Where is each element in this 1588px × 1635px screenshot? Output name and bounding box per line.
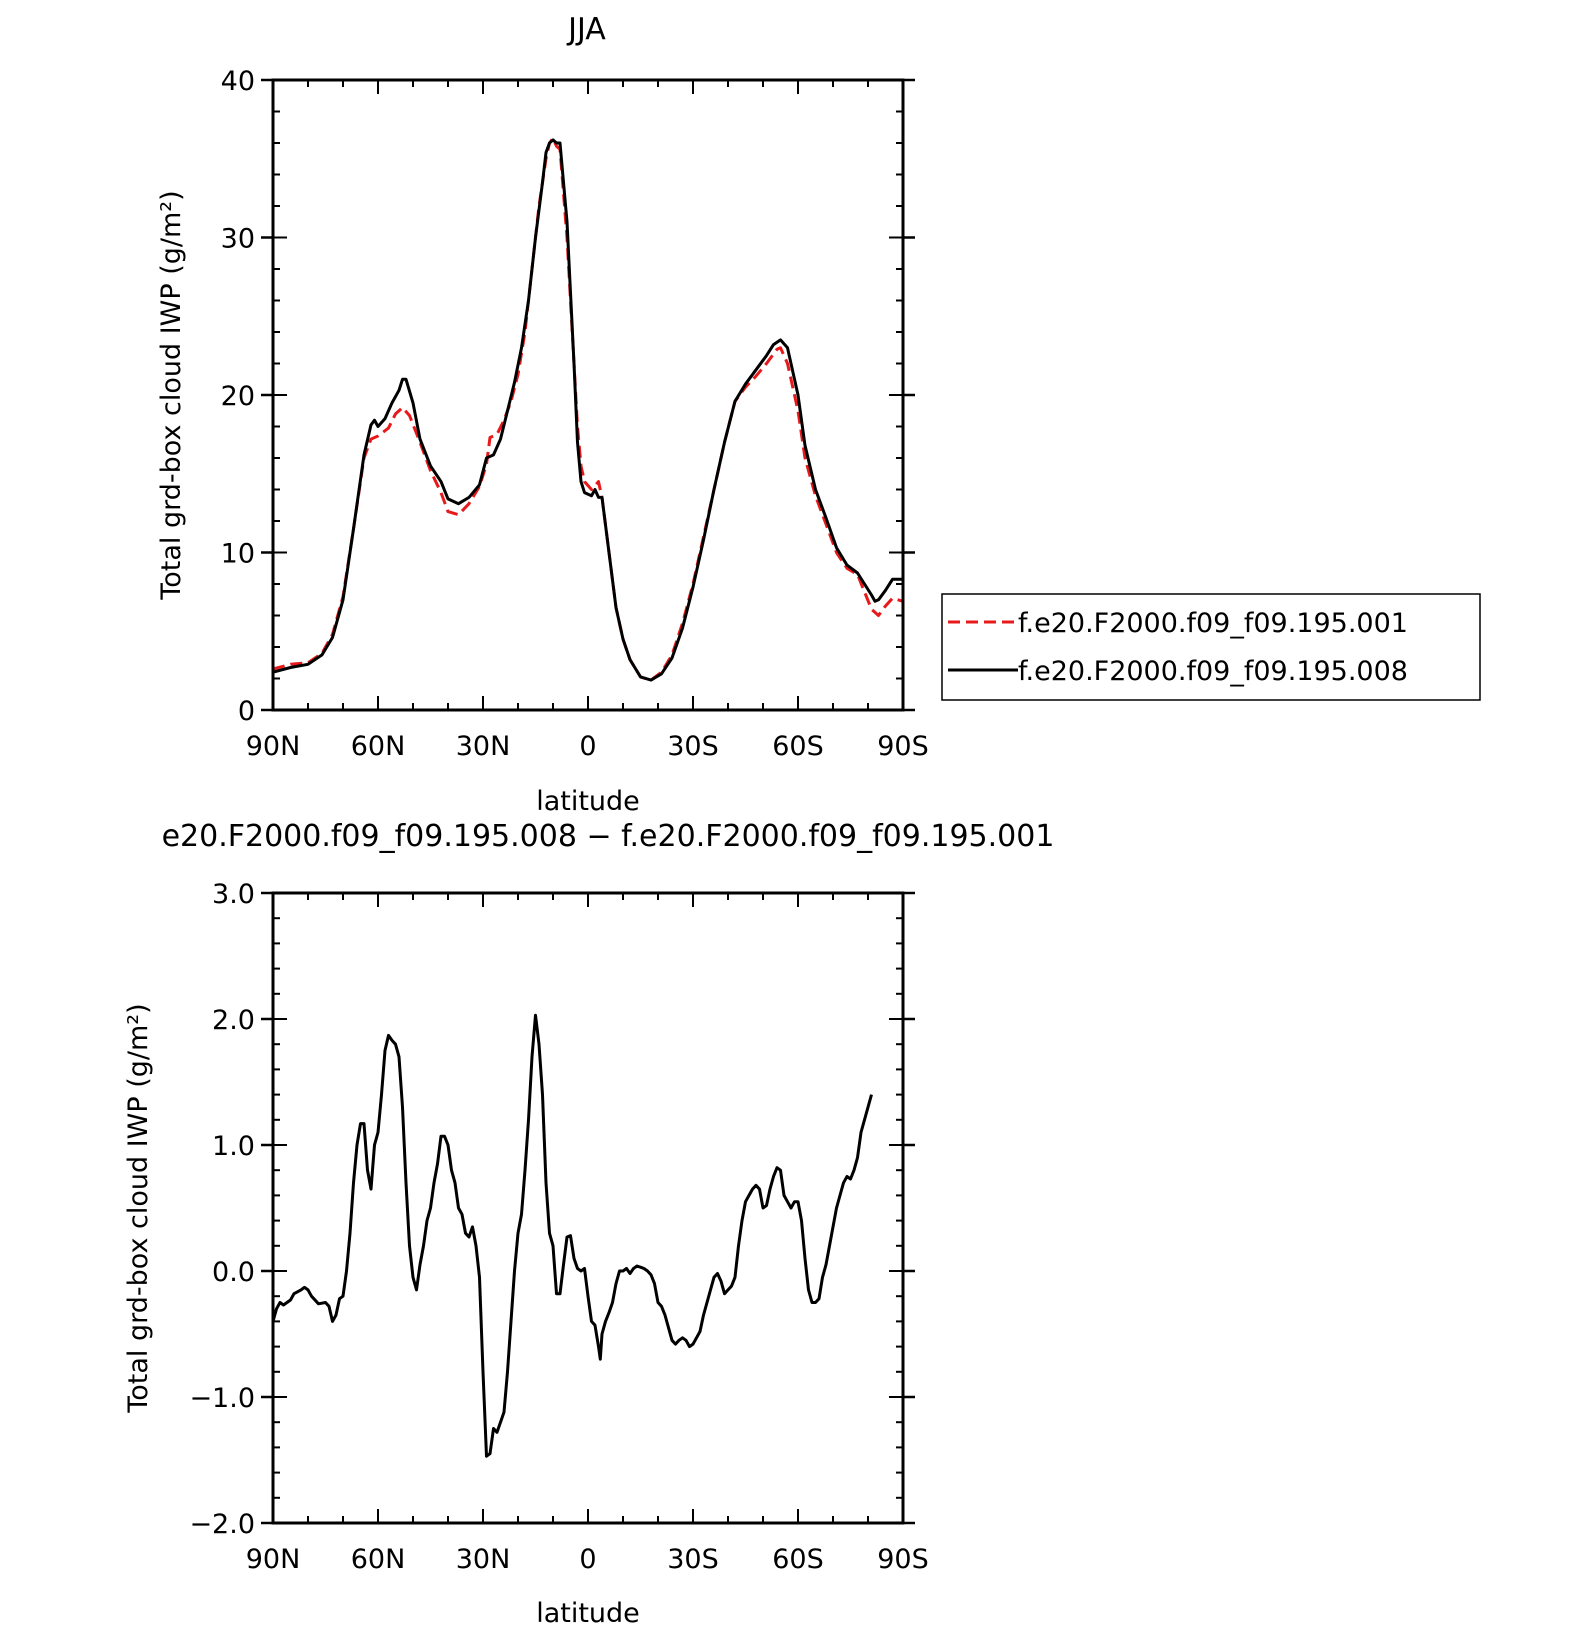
top-y-tick-label: 10 bbox=[221, 539, 255, 570]
bottom-x-tick-label: 60N bbox=[351, 1544, 406, 1575]
top-x-tick-label: 60S bbox=[772, 731, 824, 762]
bottom-y-tick-label: 2.0 bbox=[212, 1005, 255, 1036]
bottom-x-axis-label: latitude bbox=[536, 1598, 640, 1629]
top-y-axis-label: Total grd-box cloud IWP (g/m²) bbox=[156, 190, 187, 600]
bottom-y-axis-label: Total grd-box cloud IWP (g/m²) bbox=[123, 1003, 154, 1413]
top-x-tick-label: 90S bbox=[877, 731, 929, 762]
top-plot-frame bbox=[271, 78, 905, 712]
legend-label-series-2: f.e20.F2000.f09_f09.195.008 bbox=[1018, 656, 1408, 687]
bottom-panel: e20.F2000.f09_f09.195.008 − f.e20.F2000.… bbox=[123, 819, 1054, 1629]
bottom-y-tick-label: 0.0 bbox=[212, 1257, 255, 1288]
top-y-tick-label: 30 bbox=[221, 224, 255, 255]
top-x-tick-label: 90N bbox=[246, 731, 301, 762]
top-x-tick-label: 0 bbox=[579, 731, 596, 762]
top-y-tick-label: 40 bbox=[221, 66, 255, 97]
top-series-line-2 bbox=[272, 138, 903, 682]
bottom-series-group bbox=[271, 1013, 873, 1458]
top-y-tick-labels: 0 10 20 30 40 bbox=[221, 66, 255, 727]
legend-label-series-1: f.e20.F2000.f09_f09.195.001 bbox=[1018, 608, 1408, 639]
bottom-x-tick-label: 90S bbox=[877, 1544, 929, 1575]
bottom-plot-frame bbox=[271, 891, 905, 1525]
top-x-axis-label: latitude bbox=[536, 786, 640, 817]
top-gridticks bbox=[261, 78, 915, 712]
bottom-x-tick-labels: 90N 60N 30N 0 30S 60S 90S bbox=[246, 1544, 929, 1575]
bottom-series-line-1 bbox=[271, 1013, 873, 1458]
legend-box bbox=[941, 593, 1481, 701]
bottom-x-tick-label: 90N bbox=[246, 1544, 301, 1575]
bottom-y-tick-label: 3.0 bbox=[212, 879, 255, 910]
bottom-x-tick-label: 30S bbox=[667, 1544, 719, 1575]
top-chart-title: JJA bbox=[566, 12, 606, 47]
bottom-x-tick-label: 60S bbox=[772, 1544, 824, 1575]
top-panel: JJA 90N 60N 30N 0 30S 60S 90S 0 10 20 30 40 latitu… bbox=[156, 12, 1481, 817]
bottom-chart-title: e20.F2000.f09_f09.195.008 − f.e20.F2000.… bbox=[162, 819, 1055, 854]
top-x-tick-label: 60N bbox=[351, 731, 406, 762]
top-series-line-1 bbox=[272, 136, 904, 682]
bottom-y-tick-label: −1.0 bbox=[189, 1383, 255, 1414]
bottom-y-tick-label: 1.0 bbox=[212, 1131, 255, 1162]
legend: f.e20.F2000.f09_f09.195.001 f.e20.F2000.… bbox=[941, 593, 1481, 701]
top-series-group bbox=[272, 136, 904, 682]
top-x-tick-labels: 90N 60N 30N 0 30S 60S 90S bbox=[246, 731, 929, 762]
bottom-y-tick-label: −2.0 bbox=[189, 1509, 255, 1540]
bottom-gridticks bbox=[261, 891, 915, 1525]
top-y-tick-label: 20 bbox=[221, 381, 255, 412]
bottom-x-tick-label: 0 bbox=[579, 1544, 596, 1575]
top-x-tick-label: 30S bbox=[667, 731, 719, 762]
bottom-x-tick-label: 30N bbox=[456, 1544, 511, 1575]
bottom-y-tick-labels: −2.0 −1.0 0.0 1.0 2.0 3.0 bbox=[189, 879, 255, 1540]
top-y-tick-label: 0 bbox=[238, 696, 255, 727]
top-x-tick-label: 30N bbox=[456, 731, 511, 762]
